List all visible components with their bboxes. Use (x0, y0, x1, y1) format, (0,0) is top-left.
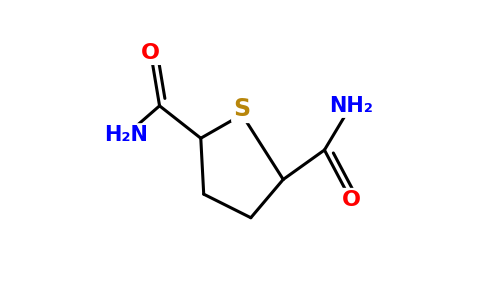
Text: H₂N: H₂N (104, 125, 148, 145)
Text: S: S (233, 97, 251, 121)
Text: O: O (141, 43, 160, 63)
Text: O: O (341, 190, 361, 210)
Text: NH₂: NH₂ (329, 96, 373, 116)
